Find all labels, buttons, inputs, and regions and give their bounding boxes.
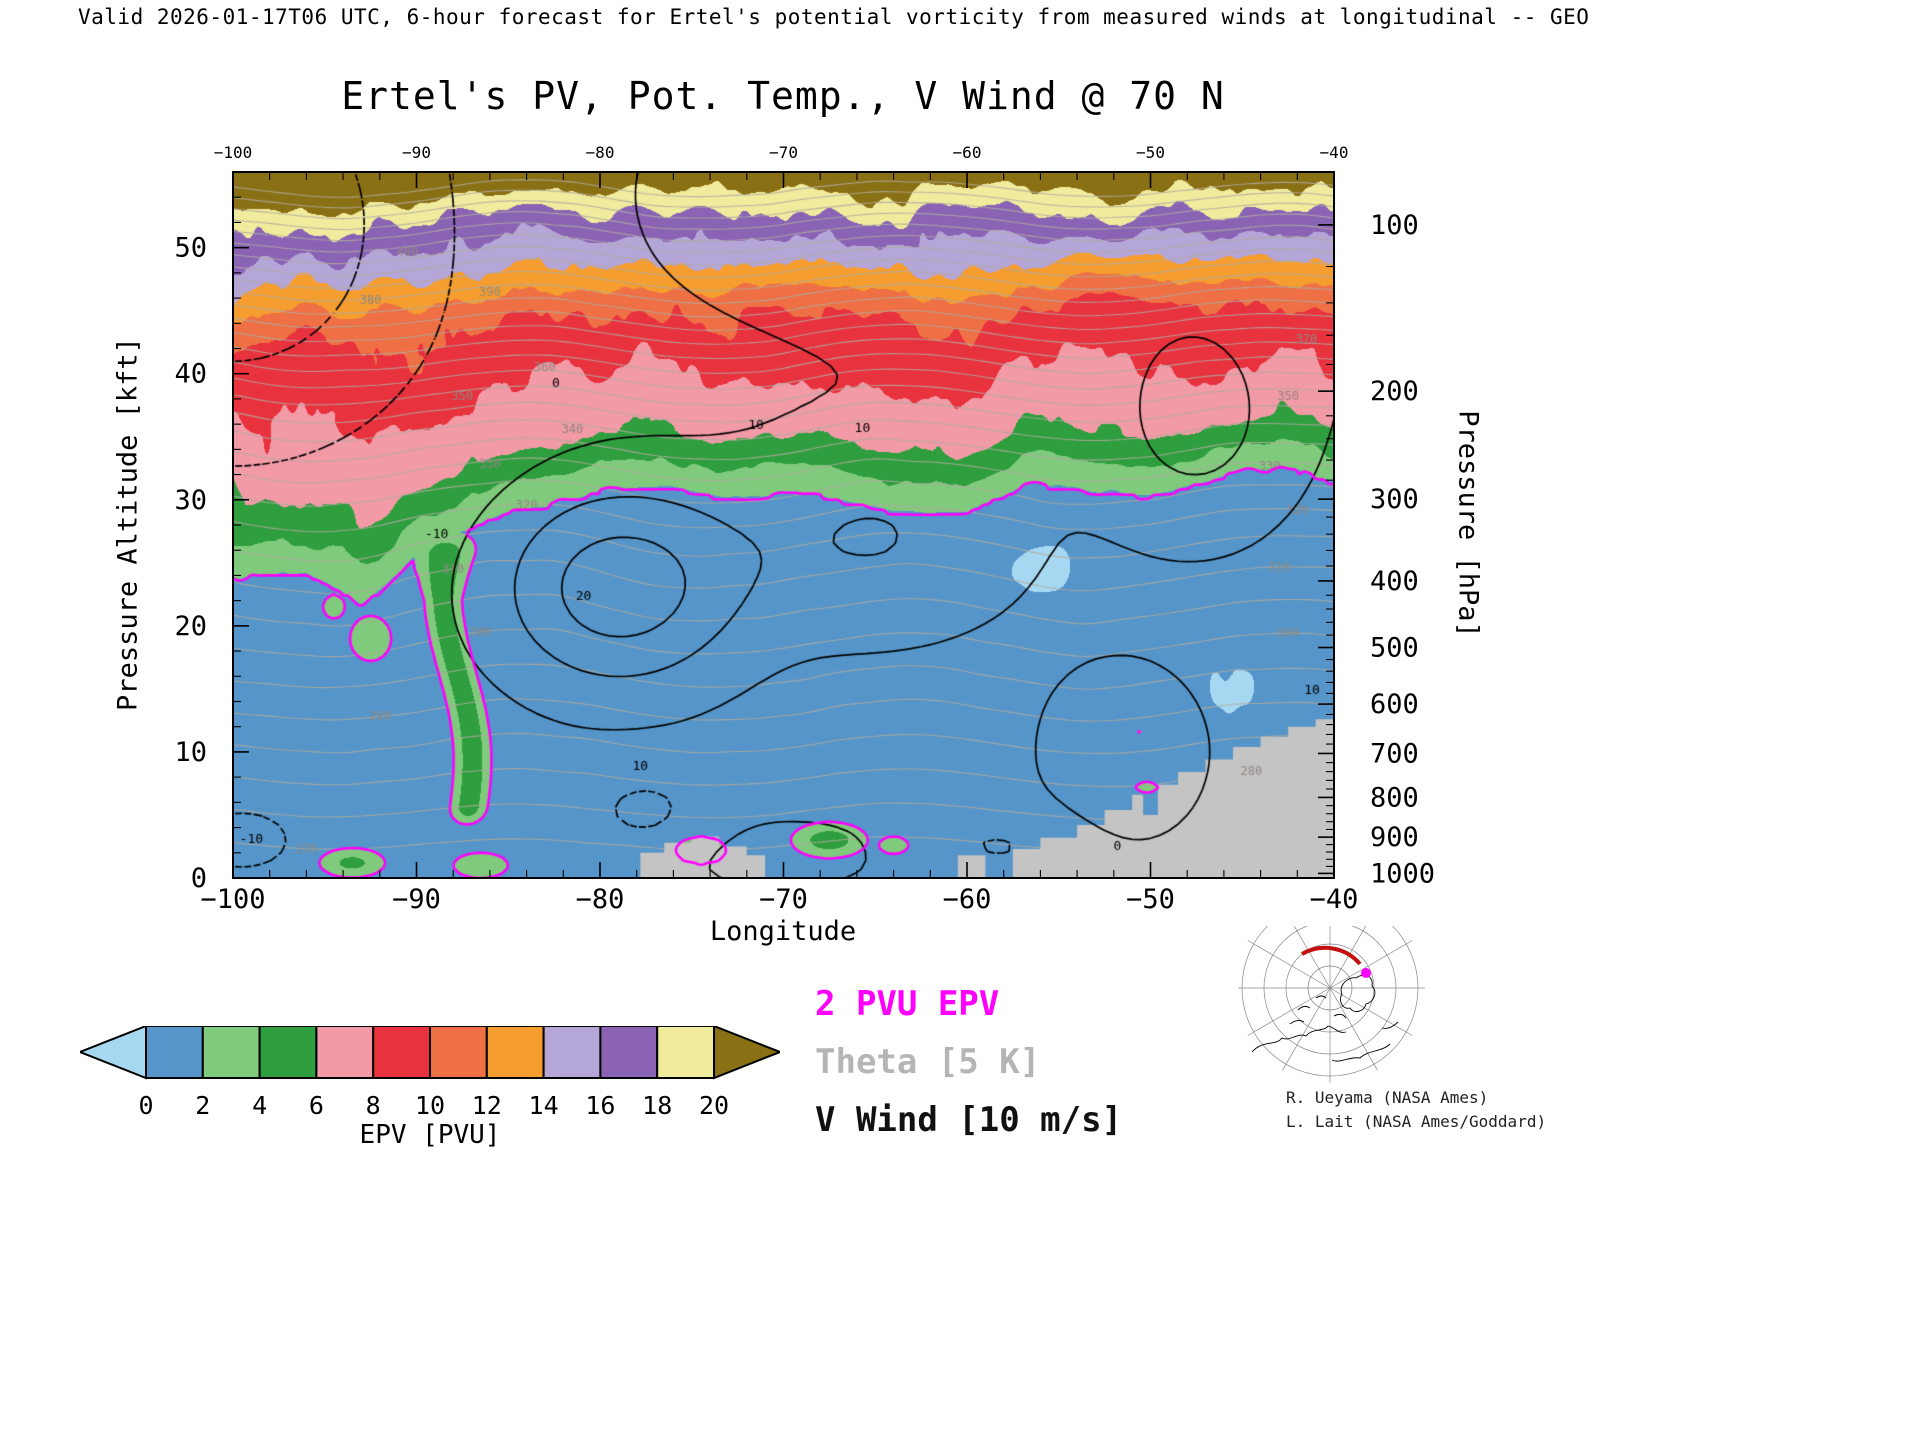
graticule-meridian <box>1329 987 1378 1071</box>
plot-title: Ertel's PV, Pot. Temp., V Wind @ 70 N <box>341 74 1225 118</box>
pressure-tick-label: 700 <box>1370 738 1419 769</box>
x-axis-top-tick-label: −50 <box>1136 143 1165 162</box>
colorbar-under-arrow <box>80 1026 147 1080</box>
pressure-tick-label: 500 <box>1370 633 1419 664</box>
credit-line-2: L. Lait (NASA Ames/Goddard) <box>1286 1112 1547 1131</box>
coastline <box>1339 974 1376 1012</box>
pressure-tick-label: 800 <box>1370 782 1419 813</box>
colorbar-tick-label: 16 <box>585 1091 615 1120</box>
x-axis-tick-label: −100 <box>200 884 265 915</box>
coastline <box>1251 1025 1347 1053</box>
y-axis-tick-label: 0 <box>191 863 207 894</box>
colorbar-tick-label: 2 <box>195 1091 210 1120</box>
colorbar-tick-label: 18 <box>642 1091 672 1120</box>
graticule-meridian <box>1293 926 1331 989</box>
colorbar-tick-label: 6 <box>309 1091 324 1120</box>
y-axis-tick-label: 50 <box>174 233 207 264</box>
graticule-meridian <box>1329 926 1367 989</box>
pressure-tick-label: 900 <box>1370 822 1419 853</box>
colorbar-tick-label: 20 <box>699 1091 729 1120</box>
colorbar-segment <box>372 1026 432 1079</box>
pressure-tick-label: 1000 <box>1370 858 1435 889</box>
x-axis-top-tick-label: −90 <box>402 143 431 162</box>
colorbar-segment <box>485 1026 545 1079</box>
coastline <box>1331 1021 1399 1062</box>
credit-line-1: R. Ueyama (NASA Ames) <box>1286 1088 1489 1107</box>
colorbar-segment <box>258 1026 318 1079</box>
inset-map <box>1238 926 1425 1083</box>
station-marker <box>1361 968 1371 978</box>
colorbar-segment <box>145 1026 204 1079</box>
x-axis-top-tick-label: −40 <box>1320 143 1349 162</box>
colorbar-tick-label: 4 <box>252 1091 267 1120</box>
x-axis-top-tick-label: −100 <box>214 143 253 162</box>
x-axis-tick-label: −60 <box>943 884 992 915</box>
cross-section-plot <box>233 172 1334 878</box>
y-axis-tick-label: 20 <box>174 611 207 642</box>
epv-colorbar: 0 2 4 6 8 10 12 14 16 18 20 <box>80 1026 780 1120</box>
graticule-meridian <box>1329 940 1413 989</box>
y-axis-right-label: Pressure [hPa] <box>1452 410 1484 638</box>
x-axis-tick-label: −90 <box>392 884 441 915</box>
colorbar-segment <box>201 1026 261 1079</box>
colorbar-segment <box>656 1026 716 1079</box>
colorbar-segment <box>599 1026 659 1079</box>
pressure-tick-label: 100 <box>1370 210 1419 241</box>
colorbar-tick-label: 8 <box>366 1091 381 1120</box>
pressure-tick-label: 400 <box>1370 566 1419 597</box>
x-axis-top-tick-label: −60 <box>953 143 982 162</box>
x-axis-tick-label: −50 <box>1126 884 1175 915</box>
legend-theta: Theta [5 K] <box>815 1042 1041 1082</box>
colorbar-segment <box>429 1026 488 1079</box>
colorbar-tick-label: 0 <box>138 1091 153 1120</box>
graticule-meridian <box>1247 940 1331 989</box>
colorbar-segment <box>315 1026 375 1079</box>
y-axis-left-label: Pressure Altitude [kft] <box>112 337 144 711</box>
y-axis-tick-label: 10 <box>174 737 207 768</box>
legend-2pvu: 2 PVU EPV <box>815 984 1000 1024</box>
validity-header: Valid 2026-01-17T06 UTC, 6-hour forecast… <box>78 5 1590 29</box>
colorbar-over-arrow <box>713 1026 780 1080</box>
legend-vwind: V Wind [10 m/s] <box>815 1100 1123 1140</box>
graticule-meridian <box>1329 987 1413 1036</box>
graticule-meridian <box>1282 987 1331 1071</box>
y-axis-tick-label: 40 <box>174 359 207 390</box>
graticule-meridian <box>1247 987 1331 1036</box>
coastline <box>1289 995 1347 1025</box>
pressure-tick-label: 300 <box>1370 484 1419 515</box>
x-axis-label: Longitude <box>709 916 857 947</box>
colorbar-tick-label: 12 <box>472 1091 502 1120</box>
colorbar-tick-label: 14 <box>529 1091 559 1120</box>
colorbar-tick-label: 10 <box>415 1091 445 1120</box>
colorbar-label: EPV [PVU] <box>359 1120 501 1150</box>
x-axis-top-tick-label: −80 <box>586 143 615 162</box>
pressure-tick-label: 200 <box>1370 376 1419 407</box>
x-axis-tick-label: −80 <box>576 884 625 915</box>
x-axis-tick-label: −70 <box>759 884 808 915</box>
x-axis-tick-label: −40 <box>1310 884 1359 915</box>
cross-section-path <box>1301 945 1362 966</box>
x-axis-top-tick-label: −70 <box>769 143 798 162</box>
pressure-tick-label: 600 <box>1370 689 1419 720</box>
colorbar-segment <box>542 1026 602 1079</box>
y-axis-tick-label: 30 <box>174 485 207 516</box>
